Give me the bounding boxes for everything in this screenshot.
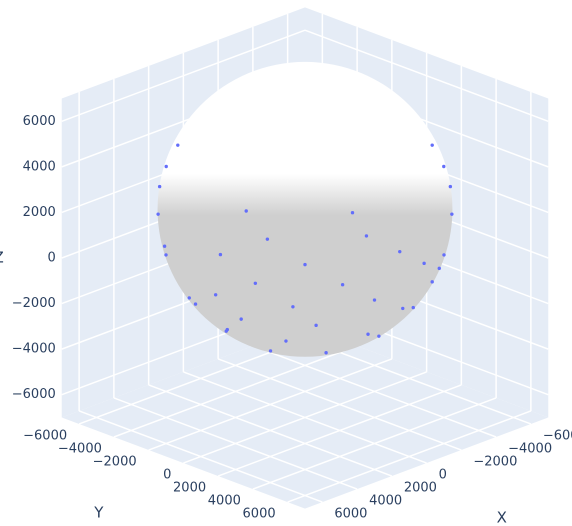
z-tick-label: 0 (47, 251, 55, 266)
y-tick-label: −2000 (93, 455, 137, 470)
data-point (366, 332, 370, 336)
data-point (448, 184, 453, 189)
data-point (398, 249, 402, 254)
data-point (364, 234, 369, 238)
data-point (324, 351, 328, 355)
y-axis-title: Y (93, 504, 104, 522)
z-tick-label: −6000 (12, 387, 56, 402)
data-point (164, 164, 168, 169)
data-point (284, 339, 288, 343)
x-tick-label: 0 (439, 468, 447, 483)
data-point (411, 305, 415, 310)
grid-line (148, 358, 393, 451)
z-tick-label: −2000 (12, 296, 56, 311)
data-point (157, 184, 162, 189)
data-point (401, 306, 405, 311)
data-point (372, 298, 377, 302)
data-point (437, 266, 441, 271)
data-point (442, 164, 446, 169)
z-tick-label: −4000 (12, 342, 56, 357)
grid-line (217, 384, 462, 477)
y-tick-label: −4000 (58, 442, 102, 457)
data-point (422, 261, 426, 266)
z-tick-label: 6000 (23, 114, 56, 129)
x-tick-label: −6000 (543, 428, 572, 443)
data-point (213, 293, 218, 297)
data-point (430, 143, 434, 147)
x-axis-title: X (497, 509, 507, 526)
data-point (340, 283, 345, 287)
grid-line (183, 371, 427, 464)
x-tick-label: −2000 (473, 455, 517, 470)
data-point (303, 262, 307, 267)
data-point (176, 143, 180, 147)
data-point (164, 253, 168, 257)
y-tick-label: 6000 (243, 507, 276, 522)
data-point (225, 327, 230, 332)
y-tick-label: 0 (163, 468, 171, 483)
data-point (156, 212, 160, 216)
grid-line (252, 397, 497, 490)
data-point (350, 211, 355, 215)
y-tick-label: 2000 (173, 481, 206, 496)
data-point (291, 305, 295, 309)
data-point (377, 334, 381, 338)
x-tick-label: −4000 (508, 442, 552, 457)
y-tick-label: −6000 (23, 428, 67, 443)
z-tick-label: 2000 (23, 205, 56, 220)
grid-line (287, 410, 532, 503)
x-tick-label: 4000 (369, 494, 402, 509)
data-point (239, 317, 243, 321)
data-point (253, 281, 258, 286)
data-point (218, 252, 223, 257)
data-point (442, 253, 446, 257)
data-point (244, 209, 248, 213)
data-point (162, 244, 167, 248)
y-tick-label: 4000 (208, 494, 241, 509)
data-point (430, 280, 434, 284)
grid-line (113, 345, 358, 438)
data-point (268, 349, 273, 353)
data-point (265, 237, 270, 241)
x-tick-label: 6000 (334, 507, 367, 522)
z-axis-title: Z (0, 249, 4, 267)
data-point (450, 212, 454, 216)
x-tick-label: 2000 (404, 481, 437, 496)
sphere-surface (157, 61, 453, 357)
z-tick-label: 4000 (23, 159, 56, 174)
grid-line (304, 29, 549, 123)
data-point (193, 302, 198, 306)
grid-line (61, 29, 306, 123)
data-point (187, 296, 191, 300)
data-point (314, 323, 318, 328)
